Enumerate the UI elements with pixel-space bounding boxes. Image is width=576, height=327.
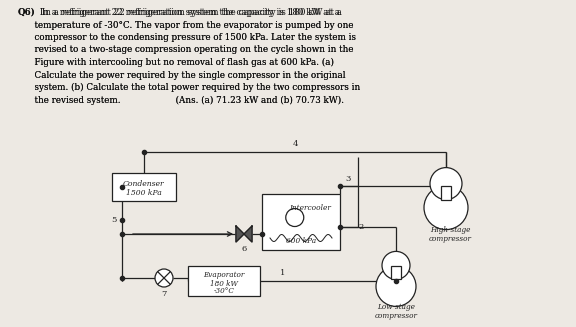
Text: system. (b) Calculate the total power required by the two compressors in: system. (b) Calculate the total power re… <box>18 83 360 92</box>
Circle shape <box>382 251 410 279</box>
Text: compressor: compressor <box>429 235 472 243</box>
Text: Q6)  In a refrigerant 22 refrigeration system the capacity is 180 kW at a: Q6) In a refrigerant 22 refrigeration sy… <box>18 8 340 17</box>
Text: 4: 4 <box>292 140 298 148</box>
Text: 2: 2 <box>358 223 363 231</box>
Text: compressor to the condensing pressure of 1500 kPa. Later the system is: compressor to the condensing pressure of… <box>18 33 356 42</box>
Text: High-stage: High-stage <box>430 226 470 234</box>
Text: 6: 6 <box>241 245 247 253</box>
Text: 7: 7 <box>161 290 166 298</box>
Text: the revised system.                    (Ans. (a) 71.23 kW and (b) 70.73 kW).: the revised system. (Ans. (a) 71.23 kW a… <box>18 95 344 105</box>
Bar <box>392 267 400 279</box>
Circle shape <box>376 267 416 306</box>
Text: In a refrigerant 22 refrigeration system the capacity is 180 kW at a: In a refrigerant 22 refrigeration system… <box>39 8 342 17</box>
Text: Figure with intercooling but no removal of flash gas at 600 kPa. (a): Figure with intercooling but no removal … <box>18 58 334 67</box>
Polygon shape <box>244 226 252 242</box>
Text: Intercooler: Intercooler <box>289 204 331 212</box>
Circle shape <box>286 209 304 227</box>
Text: 180 kW: 180 kW <box>210 280 238 288</box>
Polygon shape <box>236 226 244 242</box>
Circle shape <box>155 269 173 287</box>
Bar <box>262 194 340 250</box>
Text: Calculate the power required by the single compressor in the original: Calculate the power required by the sing… <box>18 71 346 79</box>
Text: 1: 1 <box>280 269 285 277</box>
Text: Condenser: Condenser <box>123 180 165 188</box>
Text: Q6): Q6) <box>18 8 36 17</box>
Text: Figure with intercooling but no removal of flash gas at 600 kPa. (a): Figure with intercooling but no removal … <box>18 58 334 67</box>
Bar <box>112 173 176 201</box>
Text: Evaporator: Evaporator <box>203 271 245 279</box>
Text: revised to a two-stage compression operating on the cycle shown in the: revised to a two-stage compression opera… <box>18 45 354 55</box>
Bar <box>188 266 260 296</box>
Text: compressor to the condensing pressure of 1500 kPa. Later the system is: compressor to the condensing pressure of… <box>18 33 356 42</box>
Bar <box>441 186 451 199</box>
Text: temperature of -30°C. The vapor from the evaporator is pumped by one: temperature of -30°C. The vapor from the… <box>18 21 354 29</box>
Text: Calculate the power required by the single compressor in the original: Calculate the power required by the sing… <box>18 71 346 79</box>
Text: 600 kPa: 600 kPa <box>286 237 316 245</box>
Text: 3: 3 <box>345 175 350 183</box>
Text: 1500 kPa: 1500 kPa <box>126 189 162 197</box>
Text: temperature of -30°C. The vapor from the evaporator is pumped by one: temperature of -30°C. The vapor from the… <box>18 21 354 29</box>
Text: compressor: compressor <box>374 312 418 320</box>
Text: 5: 5 <box>112 216 117 224</box>
Text: Low-stage: Low-stage <box>377 303 415 311</box>
Circle shape <box>430 168 462 199</box>
Circle shape <box>424 186 468 230</box>
Text: revised to a two-stage compression operating on the cycle shown in the: revised to a two-stage compression opera… <box>18 45 354 55</box>
Text: -30°C: -30°C <box>214 287 234 295</box>
Text: system. (b) Calculate the total power required by the two compressors in: system. (b) Calculate the total power re… <box>18 83 360 92</box>
Text: the revised system.                    (Ans. (a) 71.23 kW and (b) 70.73 kW).: the revised system. (Ans. (a) 71.23 kW a… <box>18 95 344 105</box>
